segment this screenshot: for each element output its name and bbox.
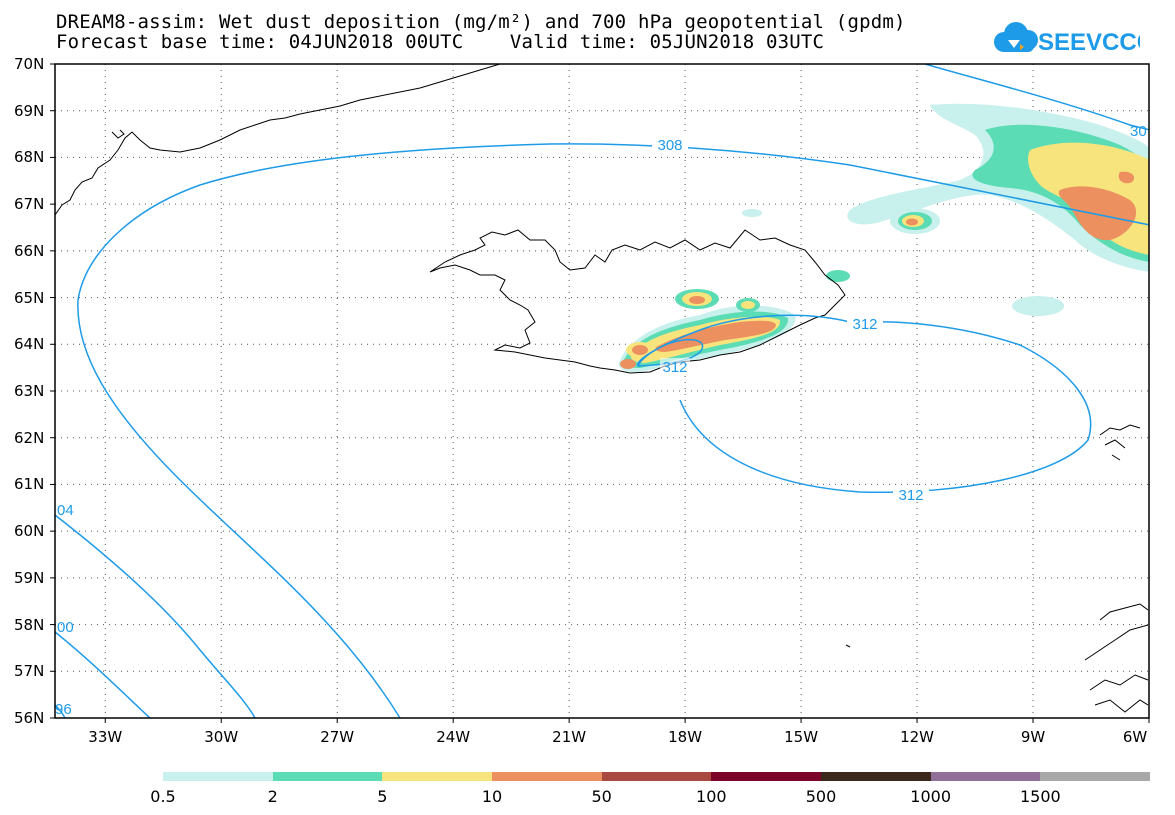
map-title: DREAM8-assim: Wet dust deposition (mg/m²…	[56, 11, 906, 33]
legend-swatch	[382, 772, 493, 781]
legend-label: 2	[267, 787, 278, 806]
contour-label: 30	[1130, 123, 1147, 140]
longitude-label: 30W	[204, 728, 239, 746]
axis-ticks	[50, 63, 1150, 723]
contour-label: 308	[657, 137, 682, 154]
longitude-label: 6W	[1122, 728, 1148, 746]
legend-label: 500	[805, 787, 837, 806]
latitude-label: 66N	[14, 241, 45, 260]
latitude-label: 59N	[14, 568, 45, 587]
longitude-label: 9W	[1020, 728, 1046, 746]
contour-label: 04	[57, 502, 74, 519]
longitude-label: 12W	[900, 728, 934, 746]
legend-swatch	[492, 772, 602, 781]
latitude-label: 63N	[14, 382, 45, 400]
legend-label: 10	[481, 787, 503, 806]
legend-swatch	[821, 772, 931, 781]
seevccc-logo: SEEVCCC	[994, 22, 1140, 56]
contour-304	[55, 514, 256, 718]
longitude-label: 33W	[88, 728, 123, 746]
longitude-label: 21W	[552, 728, 587, 746]
legend-swatch	[163, 772, 273, 781]
latitude-label: 61N	[14, 475, 45, 494]
cloud-icon	[994, 22, 1038, 52]
legend-swatch	[601, 772, 712, 781]
contour-label: 96	[55, 701, 72, 718]
logo-text: SEEVCCC	[1038, 29, 1140, 56]
contour-312-ring	[637, 314, 1092, 494]
legend-label: 50	[591, 787, 612, 806]
contour-30x-ne	[924, 64, 1149, 131]
latitude-label: 58N	[14, 615, 45, 634]
latitude-label: 65N	[14, 288, 45, 307]
legend-label: 100	[696, 787, 727, 806]
geopotential-contours	[55, 64, 1149, 718]
legend-swatch	[272, 772, 383, 781]
longitude-label: 18W	[668, 728, 703, 746]
contour-label: 312	[898, 487, 923, 504]
contour-label: 00	[57, 619, 74, 636]
legend-label: 0.5	[150, 787, 176, 806]
latitude-label: 70N	[14, 55, 45, 73]
contour-308	[77, 143, 1149, 718]
legend-label: 1000	[910, 787, 952, 806]
map-subtitle: Forecast base time: 04JUN2018 00UTC Vali…	[56, 31, 825, 53]
latitude-label: 56N	[14, 709, 45, 727]
legend-label: 1500	[1019, 787, 1061, 806]
latitude-label: 69N	[14, 101, 45, 120]
longitude-label: 15W	[784, 728, 819, 746]
longitude-label: 27W	[320, 728, 355, 746]
longitude-label: 24W	[436, 728, 471, 746]
latitude-label: 67N	[14, 195, 45, 214]
dust-iceland-south	[618, 289, 796, 373]
latitude-label: 57N	[14, 662, 45, 681]
latitude-label: 64N	[14, 335, 45, 354]
contour-300	[55, 631, 151, 718]
latitude-label: 68N	[14, 148, 45, 167]
dust-plume-ne	[1058, 186, 1137, 241]
latitude-label: 62N	[14, 428, 45, 447]
contour-label: 312	[662, 359, 687, 376]
legend-label: 5	[377, 787, 388, 806]
contour-label: 312	[852, 316, 877, 333]
latitude-label: 60N	[14, 522, 45, 541]
legend-swatch	[1040, 772, 1151, 781]
legend-swatch	[930, 772, 1041, 781]
legend-colorbar	[163, 772, 1151, 782]
contour-296	[55, 704, 66, 718]
legend-swatch	[711, 772, 822, 781]
dust-deposition-shading	[618, 103, 1149, 373]
